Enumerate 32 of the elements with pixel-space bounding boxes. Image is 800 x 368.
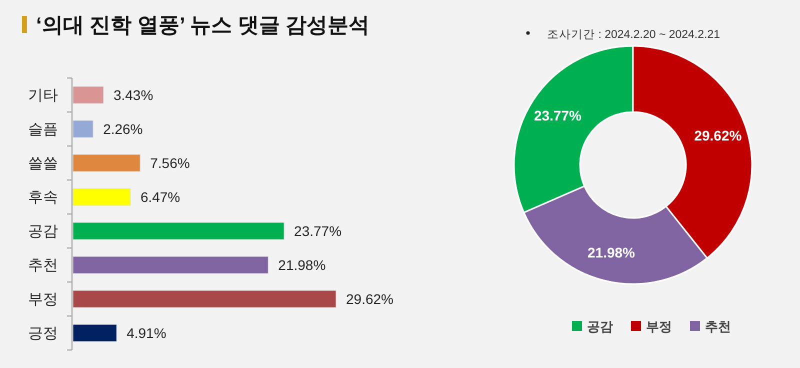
data-label: 23.77% xyxy=(294,223,342,239)
data-label: 21.98% xyxy=(588,244,636,260)
legend-label: 공감 xyxy=(587,319,613,334)
bar xyxy=(72,86,104,104)
data-label: 6.47% xyxy=(140,189,180,205)
y-tick-label: 슬픔 xyxy=(28,121,58,138)
y-tick-label: 후속 xyxy=(28,189,58,206)
bar xyxy=(72,222,284,240)
bar xyxy=(72,256,268,274)
y-tick-label: 쓸쓸 xyxy=(28,155,58,172)
legend-label: 추천 xyxy=(705,319,731,334)
bar xyxy=(72,154,140,172)
y-tick-label: 부정 xyxy=(28,291,58,308)
chart-title: ‘의대 진학 열풍’ 뉴스 댓글 감성분석 xyxy=(36,14,370,37)
bar xyxy=(72,188,131,206)
data-label: 2.26% xyxy=(103,121,143,137)
bar xyxy=(72,120,94,138)
data-label: 3.43% xyxy=(113,87,154,103)
data-label: 21.98% xyxy=(278,257,326,273)
y-tick-label: 공감 xyxy=(28,223,58,240)
text: 조사기간 : 2024.2.20 ~ 2024.2.21 xyxy=(547,29,720,41)
bar xyxy=(72,324,117,342)
data-label: 7.56% xyxy=(150,155,190,171)
y-tick-label: 추천 xyxy=(28,257,58,274)
data-label: 29.62% xyxy=(694,127,742,144)
legend-label: 부정 xyxy=(646,319,672,334)
bar xyxy=(72,290,336,308)
data-label: 29.62% xyxy=(346,291,394,307)
data-label: 4.91% xyxy=(126,325,166,341)
data-label: 23.77% xyxy=(534,108,582,124)
y-tick-label: 기타 xyxy=(28,87,58,104)
y-tick-label: 긍정 xyxy=(28,325,58,342)
